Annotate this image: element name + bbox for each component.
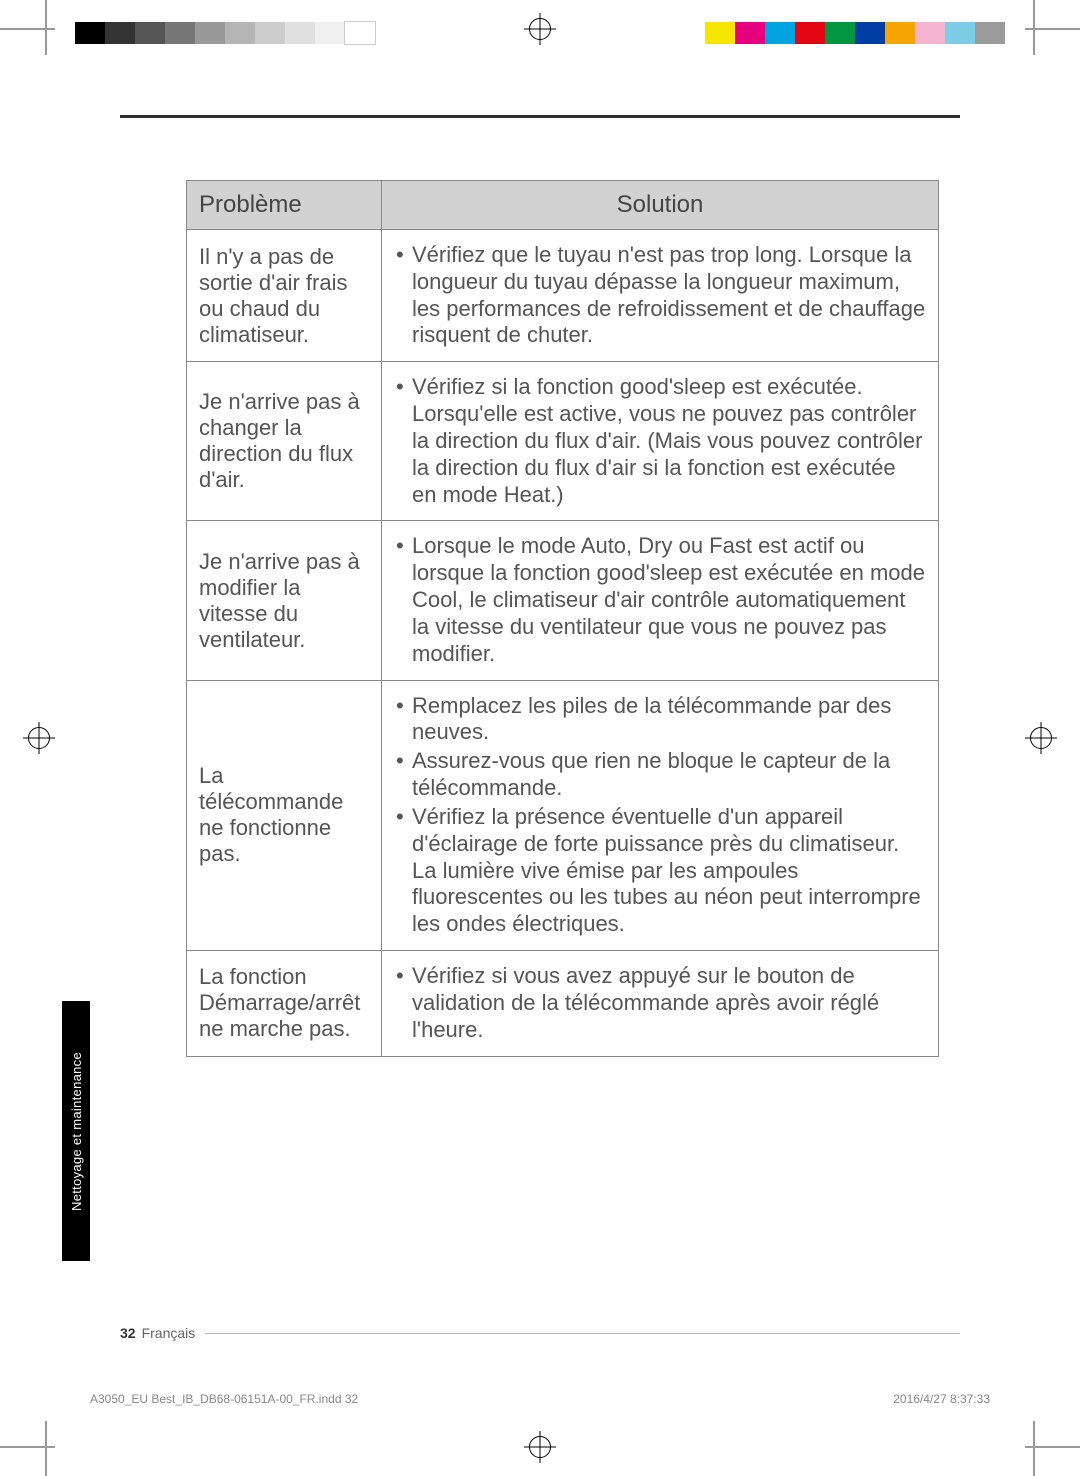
table-body: Il n'y a pas de sortie d'air frais ou ch… [187, 230, 939, 1057]
swatch [285, 22, 315, 44]
crop-mark [0, 28, 55, 30]
content-area: Problème Solution Il n'y a pas de sortie… [70, 70, 1010, 1406]
table-row: Je n'arrive pas à changer la direction d… [187, 362, 939, 521]
problem-cell: Il n'y a pas de sortie d'air frais ou ch… [187, 230, 382, 362]
solution-item: Remplacez les piles de la télécommande p… [394, 693, 926, 747]
registration-mark-icon [529, 18, 551, 40]
col-header-solution: Solution [382, 181, 939, 230]
problem-cell: La fonction Démarrage/arrêt ne marche pa… [187, 951, 382, 1056]
swatch [795, 22, 825, 44]
solution-cell: Vérifiez que le tuyau n'est pas trop lon… [382, 230, 939, 362]
solution-item: Vérifiez que le tuyau n'est pas trop lon… [394, 242, 926, 349]
solution-cell: Lorsque le mode Auto, Dry ou Fast est ac… [382, 521, 939, 680]
problem-cell: Je n'arrive pas à modifier la vitesse du… [187, 521, 382, 680]
registration-mark-icon [1030, 727, 1052, 749]
table-row: Il n'y a pas de sortie d'air frais ou ch… [187, 230, 939, 362]
swatch [975, 22, 1005, 44]
problem-cell: La télécommande ne fonctionne pas. [187, 680, 382, 950]
page-language: Français [142, 1325, 196, 1341]
solution-item: Vérifiez la présence éventuelle d'un app… [394, 804, 926, 938]
page: Problème Solution Il n'y a pas de sortie… [0, 0, 1080, 1476]
slug-file: A3050_EU Best_IB_DB68-06151A-00_FR.indd … [90, 1392, 358, 1406]
table-header-row: Problème Solution [187, 181, 939, 230]
problem-cell: Je n'arrive pas à changer la direction d… [187, 362, 382, 521]
crop-mark [1025, 1446, 1080, 1448]
table-row: Je n'arrive pas à modifier la vitesse du… [187, 521, 939, 680]
solution-item: Assurez-vous que rien ne bloque le capte… [394, 748, 926, 802]
crop-mark [45, 1421, 47, 1476]
slug-date: 2016/4/27 8:37:33 [893, 1392, 990, 1406]
print-swatches-right [705, 22, 1005, 44]
page-number: 32 [120, 1325, 136, 1341]
swatch [885, 22, 915, 44]
swatch [825, 22, 855, 44]
solution-item: Vérifiez si vous avez appuyé sur le bout… [394, 963, 926, 1043]
swatch [345, 22, 375, 44]
swatch [165, 22, 195, 44]
troubleshoot-table: Problème Solution Il n'y a pas de sortie… [186, 180, 939, 1057]
swatch [855, 22, 885, 44]
table-row: La télécommande ne fonctionne pas.Rempla… [187, 680, 939, 950]
print-slug: A3050_EU Best_IB_DB68-06151A-00_FR.indd … [90, 1392, 990, 1406]
footer-rule [205, 1333, 960, 1334]
swatch [135, 22, 165, 44]
swatch [765, 22, 795, 44]
page-footer: 32 Français [120, 1325, 960, 1341]
swatch [945, 22, 975, 44]
solution-item: Vérifiez si la fonction good'sleep est e… [394, 374, 926, 508]
section-tab: Nettoyage et maintenance [62, 1001, 90, 1261]
swatch [195, 22, 225, 44]
section-tab-label: Nettoyage et maintenance [69, 1052, 84, 1211]
table-row: La fonction Démarrage/arrêt ne marche pa… [187, 951, 939, 1056]
solution-cell: Remplacez les piles de la télécommande p… [382, 680, 939, 950]
crop-mark [1025, 28, 1080, 30]
swatch [705, 22, 735, 44]
solution-item: Lorsque le mode Auto, Dry ou Fast est ac… [394, 533, 926, 667]
swatch [915, 22, 945, 44]
solution-cell: Vérifiez si la fonction good'sleep est e… [382, 362, 939, 521]
crop-mark [0, 1446, 55, 1448]
registration-mark-icon [529, 1436, 551, 1458]
swatch [315, 22, 345, 44]
swatch [105, 22, 135, 44]
crop-mark [1033, 1421, 1035, 1476]
swatch [735, 22, 765, 44]
solution-cell: Vérifiez si vous avez appuyé sur le bout… [382, 951, 939, 1056]
registration-mark-icon [28, 727, 50, 749]
col-header-problem: Problème [187, 181, 382, 230]
print-swatches-left [75, 22, 375, 44]
swatch [255, 22, 285, 44]
swatch [225, 22, 255, 44]
swatch [75, 22, 105, 44]
